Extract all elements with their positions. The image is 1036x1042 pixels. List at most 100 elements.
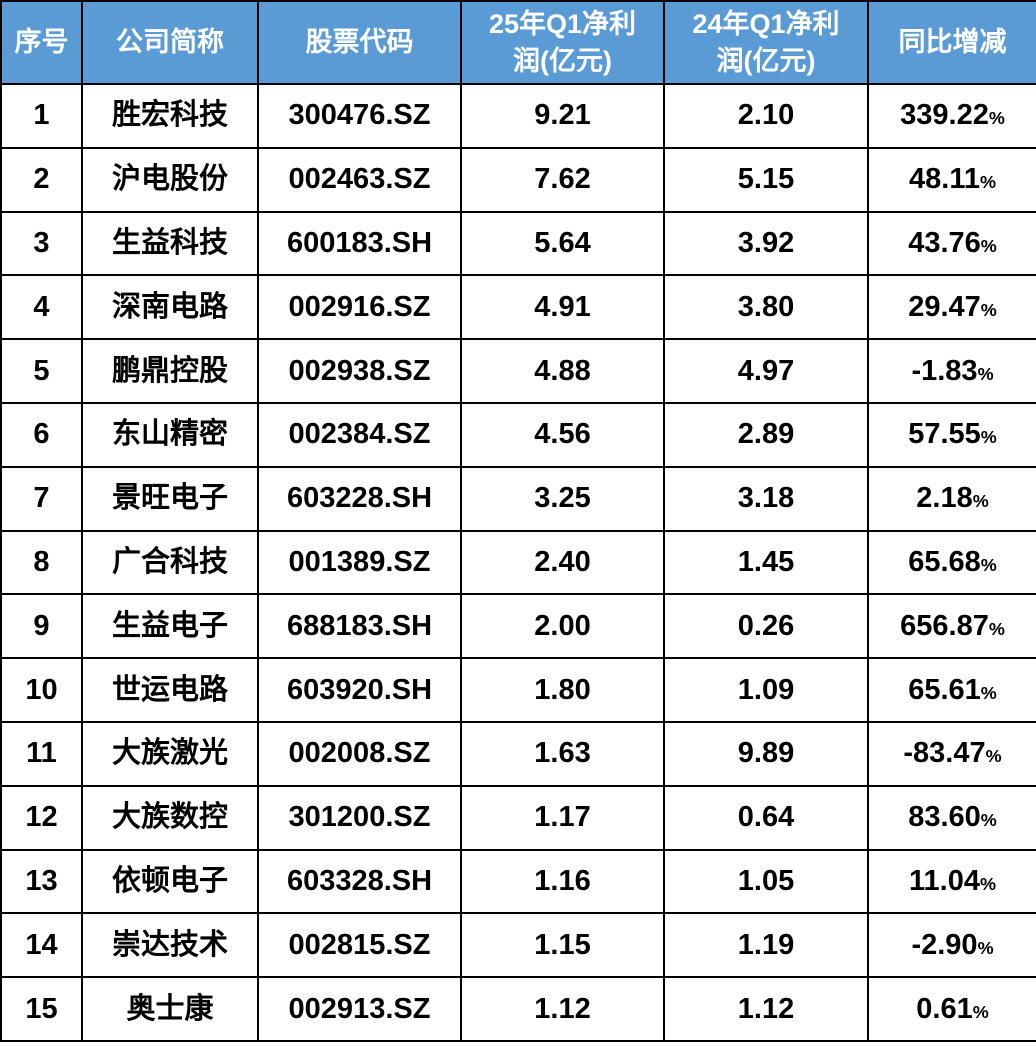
cell-q1-2024-profit: 4.97 <box>663 338 869 404</box>
cell-stock-code: 600183.SH <box>257 210 462 277</box>
cell-stock-code: 300476.SZ <box>257 83 462 149</box>
cell-q1-2025-profit: 1.17 <box>460 784 665 851</box>
cell-q1-2024-profit: 0.64 <box>663 784 869 851</box>
cell-seq: 6 <box>0 401 83 468</box>
cell-company-name: 东山精密 <box>81 401 259 468</box>
table-row: 8 广合科技 001389.SZ 2.40 1.45 65.68% <box>0 529 1036 596</box>
cell-q1-2025-profit: 4.88 <box>460 338 665 404</box>
cell-stock-code: 603228.SH <box>257 465 462 532</box>
cell-stock-code: 002463.SZ <box>257 146 462 213</box>
cell-q1-2024-profit: 2.89 <box>663 401 869 468</box>
cell-company-name: 沪电股份 <box>81 146 259 213</box>
table-row: 14 崇达技术 002815.SZ 1.15 1.19 -2.90% <box>0 912 1036 979</box>
cell-company-name: 奥士康 <box>81 976 259 1042</box>
cell-q1-2024-profit: 3.92 <box>663 210 869 277</box>
table-row: 15 奥士康 002913.SZ 1.12 1.12 0.61% <box>0 976 1036 1042</box>
column-header-yoy-change: 同比增减 <box>867 0 1036 85</box>
cell-yoy-change: 2.18% <box>867 465 1036 532</box>
cell-q1-2025-profit: 2.00 <box>460 593 665 660</box>
cell-stock-code: 002008.SZ <box>257 720 462 787</box>
percent-sign: % <box>977 363 994 384</box>
table-row: 12 大族数控 301200.SZ 1.17 0.64 83.60% <box>0 784 1036 851</box>
cell-yoy-change: 11.04% <box>867 848 1036 915</box>
cell-seq: 8 <box>0 529 83 596</box>
table-header: 序号 公司简称 股票代码 25年Q1净利 润(亿元) 24年Q1净利 润(亿元)… <box>0 0 1036 85</box>
cell-company-name: 世运电路 <box>81 657 259 723</box>
cell-q1-2025-profit: 9.21 <box>460 83 665 149</box>
cell-company-name: 依顿电子 <box>81 848 259 915</box>
percent-sign: % <box>980 235 997 256</box>
cell-company-name: 崇达技术 <box>81 912 259 979</box>
cell-q1-2025-profit: 7.62 <box>460 146 665 213</box>
cell-q1-2024-profit: 1.19 <box>663 912 869 979</box>
cell-q1-2025-profit: 1.15 <box>460 912 665 979</box>
table-row: 5 鹏鼎控股 002938.SZ 4.88 4.97 -1.83% <box>0 338 1036 404</box>
percent-sign: % <box>977 937 994 958</box>
cell-seq: 2 <box>0 146 83 213</box>
percent-sign: % <box>980 172 996 193</box>
percent-sign: % <box>972 491 989 512</box>
cell-q1-2025-profit: 2.40 <box>460 529 665 596</box>
cell-q1-2025-profit: 1.16 <box>460 848 665 915</box>
cell-q1-2024-profit: 1.12 <box>663 976 869 1042</box>
table-row: 1 胜宏科技 300476.SZ 9.21 2.10 339.22% <box>0 83 1036 149</box>
cell-yoy-change: 43.76% <box>867 210 1036 277</box>
table-row: 7 景旺电子 603228.SH 3.25 3.18 2.18% <box>0 465 1036 532</box>
cell-q1-2024-profit: 5.15 <box>663 146 869 213</box>
table-row: 9 生益电子 688183.SH 2.00 0.26 656.87% <box>0 593 1036 660</box>
cell-seq: 1 <box>0 83 83 149</box>
percent-sign: % <box>988 618 1005 639</box>
cell-company-name: 深南电路 <box>81 274 259 341</box>
percent-sign: % <box>988 108 1005 129</box>
cell-company-name: 景旺电子 <box>81 465 259 532</box>
cell-stock-code: 688183.SH <box>257 593 462 660</box>
cell-q1-2024-profit: 0.26 <box>663 593 869 660</box>
cell-yoy-change: 65.68% <box>867 529 1036 596</box>
cell-q1-2025-profit: 1.12 <box>460 976 665 1042</box>
percent-sign: % <box>980 554 997 575</box>
cell-yoy-change: 339.22% <box>867 83 1036 149</box>
cell-seq: 3 <box>0 210 83 277</box>
cell-stock-code: 002938.SZ <box>257 338 462 404</box>
cell-yoy-change: 0.61% <box>867 976 1036 1042</box>
table-row: 13 依顿电子 603328.SH 1.16 1.05 11.04% <box>0 848 1036 915</box>
percent-sign: % <box>980 810 997 831</box>
column-header-q1-2025-profit: 25年Q1净利 润(亿元) <box>460 0 665 85</box>
column-header-q1-2024-profit: 24年Q1净利 润(亿元) <box>663 0 869 85</box>
cell-seq: 12 <box>0 784 83 851</box>
cell-seq: 9 <box>0 593 83 660</box>
cell-q1-2025-profit: 3.25 <box>460 465 665 532</box>
cell-q1-2024-profit: 1.45 <box>663 529 869 596</box>
header-row: 序号 公司简称 股票代码 25年Q1净利 润(亿元) 24年Q1净利 润(亿元)… <box>0 0 1036 85</box>
table-row: 2 沪电股份 002463.SZ 7.62 5.15 48.11% <box>0 146 1036 213</box>
cell-q1-2024-profit: 3.80 <box>663 274 869 341</box>
column-header-company-name: 公司简称 <box>81 0 259 85</box>
cell-company-name: 大族数控 <box>81 784 259 851</box>
cell-q1-2024-profit: 1.09 <box>663 657 869 723</box>
percent-sign: % <box>980 682 997 703</box>
cell-company-name: 生益科技 <box>81 210 259 277</box>
cell-yoy-change: -1.83% <box>867 338 1036 404</box>
percent-sign: % <box>980 427 997 448</box>
cell-yoy-change: 656.87% <box>867 593 1036 660</box>
cell-q1-2025-profit: 1.63 <box>460 720 665 787</box>
cell-company-name: 鹏鼎控股 <box>81 338 259 404</box>
cell-seq: 11 <box>0 720 83 787</box>
table-row: 11 大族激光 002008.SZ 1.63 9.89 -83.47% <box>0 720 1036 787</box>
cell-q1-2024-profit: 3.18 <box>663 465 869 532</box>
cell-q1-2025-profit: 4.91 <box>460 274 665 341</box>
percent-sign: % <box>980 299 997 320</box>
column-header-seq: 序号 <box>0 0 83 85</box>
percent-sign: % <box>985 746 1002 767</box>
cell-seq: 7 <box>0 465 83 532</box>
cell-stock-code: 002913.SZ <box>257 976 462 1042</box>
table-row: 6 东山精密 002384.SZ 4.56 2.89 57.55% <box>0 401 1036 468</box>
table-row: 10 世运电路 603920.SH 1.80 1.09 65.61% <box>0 657 1036 723</box>
cell-yoy-change: 57.55% <box>867 401 1036 468</box>
percent-sign: % <box>980 873 996 894</box>
cell-stock-code: 001389.SZ <box>257 529 462 596</box>
cell-company-name: 大族激光 <box>81 720 259 787</box>
cell-yoy-change: 65.61% <box>867 657 1036 723</box>
table-row: 4 深南电路 002916.SZ 4.91 3.80 29.47% <box>0 274 1036 341</box>
